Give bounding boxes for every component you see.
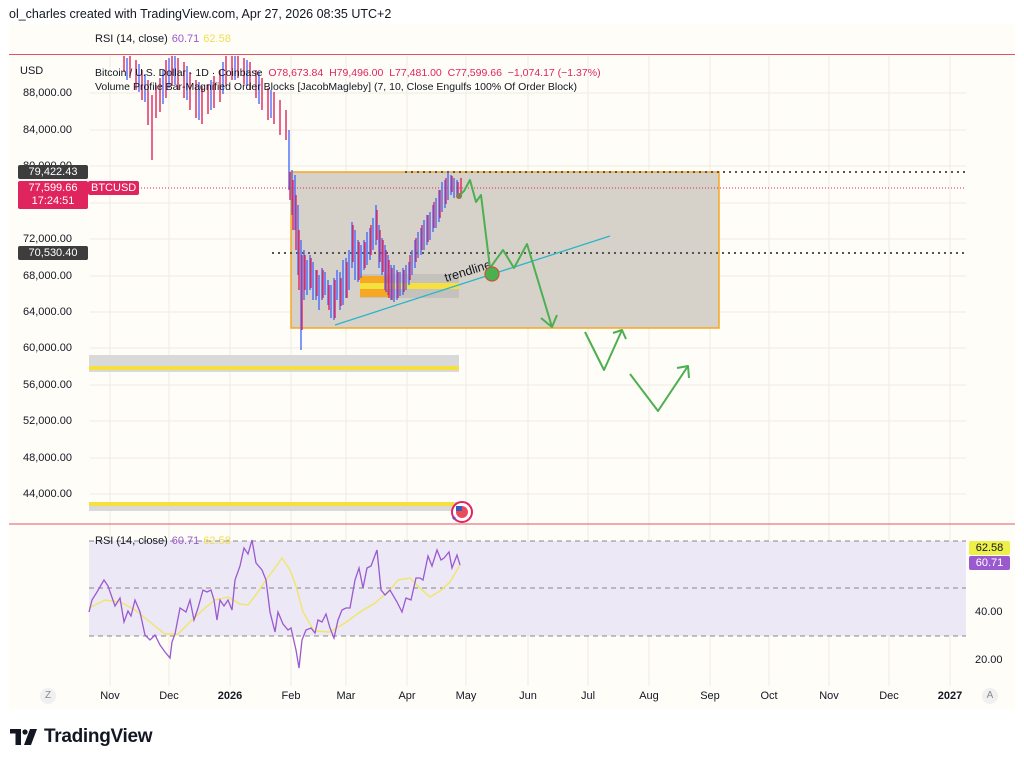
y-label: 68,000.00	[23, 270, 72, 282]
projection-path[interactable]	[458, 179, 690, 412]
y-label: 44,000.00	[23, 488, 72, 500]
rsi-value-tag: 60.71	[969, 556, 1010, 570]
last-price-tag: 77,599.66 17:24:51	[18, 181, 88, 209]
ohlc-high: H79,496.00	[329, 67, 384, 79]
rsi-band-fill	[89, 541, 966, 636]
x-label: Nov	[100, 690, 120, 702]
y-label: 64,000.00	[23, 306, 72, 318]
y-label: 48,000.00	[23, 452, 72, 464]
ohlc-change: −1,074.17 (−1.37%)	[507, 67, 601, 79]
rsi-line	[88, 539, 461, 669]
zoom-reset-button[interactable]: Z	[40, 688, 56, 704]
x-label: Aug	[639, 690, 659, 702]
last-price-value: 77,599.66	[28, 182, 78, 194]
y-label: 88,000.00	[23, 87, 72, 99]
main-legend[interactable]: Bitcoin / U.S. Dollar · 1D · Coinbase O7…	[95, 66, 601, 94]
ohlc-low: L77,481.00	[389, 67, 442, 79]
x-label: Apr	[398, 690, 416, 702]
rsi-y-label: 20.00	[975, 654, 1003, 666]
current-price-marker	[456, 193, 462, 199]
order-block-58k-volume	[89, 366, 459, 370]
y-label: 60,000.00	[23, 342, 72, 354]
x-label: Sep	[700, 690, 720, 702]
top-rsi-legend[interactable]: RSI (14, close) 60.71 62.58	[95, 33, 231, 45]
symbol-tag: BTCUSD	[88, 181, 140, 195]
x-label: Oct	[760, 690, 778, 702]
price-tag-70530[interactable]: 70,530.40	[18, 246, 88, 260]
ohlc-close: C77,599.66	[447, 67, 502, 79]
ohlc-open: O78,673.84	[268, 67, 324, 79]
order-block-66k-yellow	[360, 283, 459, 289]
rsi-legend-ma: 62.58	[203, 535, 231, 547]
chart-credit: ol_charles created with TradingView.com,…	[9, 7, 392, 21]
range-box[interactable]	[290, 171, 720, 329]
x-label: Nov	[819, 690, 839, 702]
y-label: 56,000.00	[23, 379, 72, 391]
tradingview-logo[interactable]: TradingView	[10, 726, 153, 748]
rsi-value: 60.71	[171, 33, 200, 45]
x-label: 2026	[217, 690, 243, 702]
price-tag-79422[interactable]: 79,422.43	[18, 165, 88, 179]
y-label: 84,000.00	[23, 124, 72, 136]
x-label: 2027	[937, 690, 963, 702]
order-block-43k[interactable]	[89, 502, 459, 511]
rsi-ma-tag: 62.58	[969, 541, 1010, 555]
currency-selector[interactable]: USD	[12, 62, 82, 82]
rsi-ma-line	[88, 556, 461, 635]
x-label: Dec	[879, 690, 899, 702]
y-label: 52,000.00	[23, 415, 72, 427]
bar-countdown: 17:24:51	[31, 195, 75, 207]
tradingview-logo-icon	[10, 729, 37, 745]
x-label: May	[455, 690, 477, 702]
x-label: Dec	[159, 690, 179, 702]
rsi-legend-label: RSI (14, close)	[95, 535, 168, 547]
x-label: Jul	[580, 690, 596, 702]
x-label: Jun	[519, 690, 537, 702]
auto-scale-button[interactable]: A	[982, 688, 998, 704]
candlesticks	[123, 56, 462, 350]
rsi-legend[interactable]: RSI (14, close) 60.71 62.58	[95, 535, 231, 547]
rsi-legend-value: 60.71	[171, 535, 200, 547]
rsi-label: RSI (14, close)	[95, 33, 168, 45]
rsi-ma-value: 62.58	[203, 33, 231, 45]
projection-node[interactable]	[484, 266, 500, 282]
rsi-y-label: 40.00	[975, 606, 1003, 618]
brand-name: TradingView	[44, 726, 153, 747]
y-label: 72,000.00	[23, 233, 72, 245]
order-block-43k-volume	[89, 502, 454, 506]
pane-separator-top[interactable]	[9, 54, 1015, 55]
symbol-title: Bitcoin / U.S. Dollar · 1D · Coinbase	[95, 67, 263, 79]
trendline[interactable]	[334, 235, 611, 326]
us-flag-event-icon[interactable]	[451, 501, 473, 523]
rsi-bands	[89, 540, 966, 637]
time-axis[interactable]: Nov Dec 2026 Feb Mar Apr May Jun Jul Aug…	[9, 688, 1015, 706]
indicator-legend[interactable]: Volume Profile Bar-Magnified Order Block…	[95, 81, 578, 93]
x-label: Mar	[336, 690, 356, 702]
x-label: Feb	[281, 690, 301, 702]
